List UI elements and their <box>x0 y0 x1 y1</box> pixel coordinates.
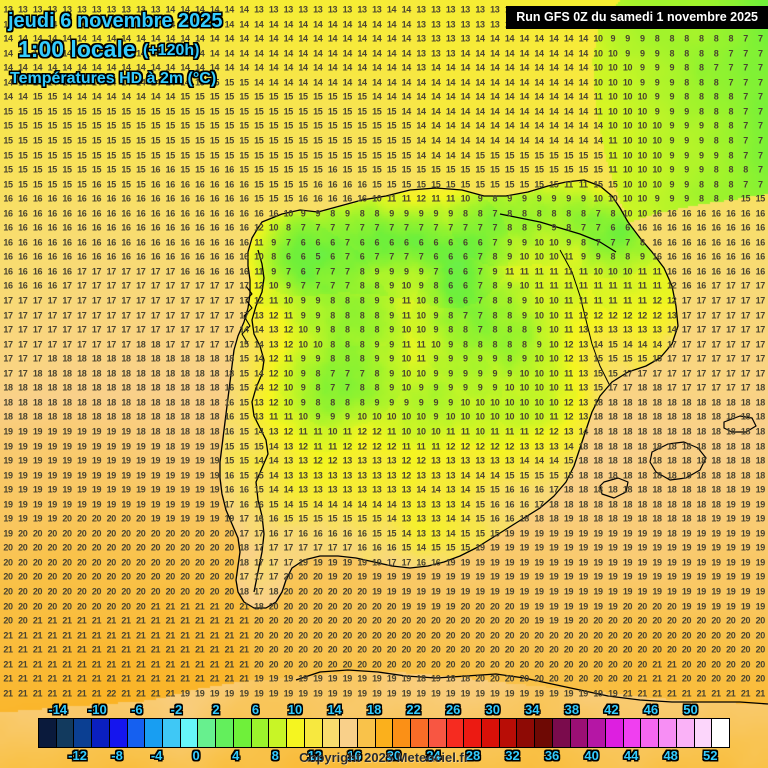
scale-tick-upper: 26 <box>446 702 460 717</box>
color-swatch[interactable] <box>623 719 642 747</box>
color-swatch[interactable] <box>163 719 181 747</box>
color-swatch[interactable] <box>109 719 128 747</box>
galicia-coast-detail <box>241 285 253 345</box>
scale-tick-upper: 2 <box>212 702 219 717</box>
scale-tick-lower: 0 <box>193 748 200 763</box>
scale-tick-upper: 6 <box>252 702 259 717</box>
color-swatch[interactable] <box>56 719 75 747</box>
color-swatch[interactable] <box>74 719 93 747</box>
color-swatch[interactable] <box>464 719 482 747</box>
scale-tick-upper: -2 <box>171 702 183 717</box>
scale-tick-lower: 12 <box>308 748 322 763</box>
color-swatch[interactable] <box>588 719 606 747</box>
color-swatch[interactable] <box>517 719 536 747</box>
iberia-coastline <box>219 179 679 609</box>
color-swatch[interactable] <box>499 719 518 747</box>
color-swatch[interactable] <box>375 719 394 747</box>
mallorca-island <box>649 441 707 481</box>
color-swatch[interactable] <box>446 719 465 747</box>
scale-tick-upper: 18 <box>367 702 381 717</box>
color-swatch[interactable] <box>694 719 713 747</box>
scale-tick-upper: 42 <box>604 702 618 717</box>
scale-tick-lower: 24 <box>426 748 440 763</box>
color-scale-bar[interactable] <box>38 718 730 748</box>
scale-tick-upper: 46 <box>644 702 658 717</box>
scale-tick-lower: 36 <box>545 748 559 763</box>
ebro-valley-line <box>559 249 611 387</box>
color-swatch[interactable] <box>676 719 695 747</box>
color-swatch[interactable] <box>570 719 589 747</box>
color-swatch[interactable] <box>411 719 429 747</box>
color-swatch[interactable] <box>39 719 57 747</box>
color-swatch[interactable] <box>233 719 252 747</box>
color-swatch[interactable] <box>304 719 323 747</box>
color-swatch[interactable] <box>287 719 305 747</box>
color-swatch[interactable] <box>606 719 624 747</box>
color-swatch[interactable] <box>216 719 234 747</box>
color-swatch[interactable] <box>552 719 571 747</box>
color-swatch[interactable] <box>641 719 660 747</box>
scale-tick-lower: -8 <box>111 748 123 763</box>
color-swatch[interactable] <box>269 719 288 747</box>
color-swatch[interactable] <box>535 719 553 747</box>
scale-tick-upper: -6 <box>131 702 143 717</box>
color-swatch[interactable] <box>145 719 164 747</box>
menorca-island <box>723 415 757 433</box>
scale-tick-lower: 4 <box>232 748 239 763</box>
scale-tick-lower: 8 <box>272 748 279 763</box>
scale-tick-lower: 28 <box>466 748 480 763</box>
scale-tick-upper: -14 <box>48 702 67 717</box>
model-run-banner: Run GFS 0Z du samedi 1 novembre 2025 <box>506 6 768 29</box>
scale-tick-lower: -4 <box>151 748 163 763</box>
color-swatch[interactable] <box>340 719 358 747</box>
color-swatch[interactable] <box>251 719 270 747</box>
scale-tick-upper: 10 <box>288 702 302 717</box>
color-swatch[interactable] <box>198 719 217 747</box>
color-swatch[interactable] <box>357 719 376 747</box>
scale-tick-upper: 50 <box>683 702 697 717</box>
scale-tick-lower: 44 <box>624 748 638 763</box>
scale-tick-lower: 52 <box>703 748 717 763</box>
scale-tick-lower: 20 <box>387 748 401 763</box>
forecast-leadtime-label: (+120h) <box>143 42 199 60</box>
scale-tick-upper: -10 <box>88 702 107 717</box>
scale-tick-upper: 14 <box>327 702 341 717</box>
portugal-spain-border <box>251 249 269 593</box>
scale-tick-upper: 30 <box>486 702 500 717</box>
color-swatch[interactable] <box>393 719 412 747</box>
ibiza-island <box>599 477 629 499</box>
forecast-time-label: 1:00 locale <box>18 36 136 63</box>
color-swatch[interactable] <box>322 719 341 747</box>
color-swatch[interactable] <box>481 719 500 747</box>
color-scale[interactable] <box>38 718 730 748</box>
scale-tick-lower: 48 <box>663 748 677 763</box>
color-swatch[interactable] <box>428 719 447 747</box>
scale-tick-upper: 34 <box>525 702 539 717</box>
north-africa-coastline <box>295 669 768 705</box>
scale-tick-lower: -12 <box>68 748 87 763</box>
color-swatch[interactable] <box>712 719 730 747</box>
scale-tick-lower: 32 <box>505 748 519 763</box>
color-swatch[interactable] <box>180 719 199 747</box>
color-swatch[interactable] <box>127 719 146 747</box>
parameter-label: Températures HD à 2m (°C) <box>10 70 216 88</box>
forecast-date-label: jeudi 6 novembre 2025 <box>8 10 223 33</box>
scale-tick-upper: 22 <box>406 702 420 717</box>
scale-tick-lower: 16 <box>347 748 361 763</box>
color-swatch[interactable] <box>659 719 677 747</box>
spain-france-border <box>499 213 617 253</box>
scale-tick-lower: 40 <box>584 748 598 763</box>
copyright-notice: Copyright 2025 Meteociel.fr <box>299 750 469 765</box>
scale-tick-upper: 38 <box>565 702 579 717</box>
color-swatch[interactable] <box>92 719 110 747</box>
